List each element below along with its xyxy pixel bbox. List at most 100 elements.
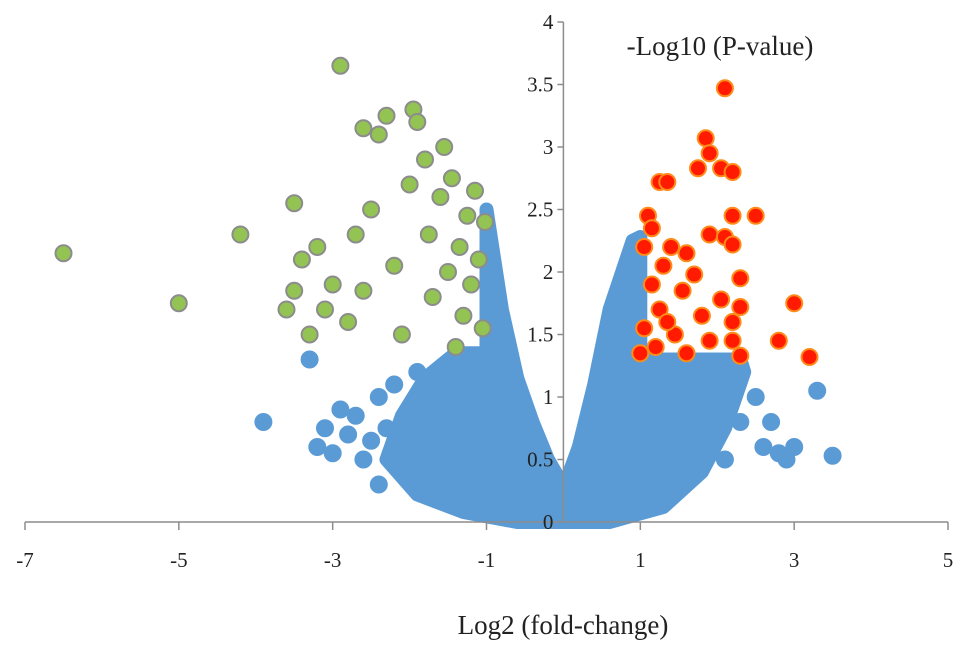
not-significant-point [423, 425, 442, 444]
not-significant-point [316, 419, 334, 438]
down-regulated-point [385, 256, 404, 275]
x-tick-label: -7 [16, 548, 34, 572]
not-significant-point [754, 438, 773, 456]
down-regulated-point [392, 325, 411, 344]
down-regulated-point [423, 288, 442, 306]
up-regulated-point [731, 269, 750, 288]
not-significant-point [808, 381, 827, 400]
down-regulated-point [354, 281, 373, 300]
down-regulated-point [416, 150, 434, 169]
not-significant-point [785, 438, 804, 456]
down-regulated-point [454, 306, 473, 325]
up-regulated-point [658, 173, 677, 191]
not-significant-point [346, 406, 365, 425]
up-regulated-point [685, 265, 704, 284]
y-axis-title: -Log10 (P-value) [627, 31, 814, 61]
not-significant-point [762, 413, 781, 431]
down-regulated-point [354, 119, 373, 138]
up-regulated-point [723, 331, 742, 350]
not-significant-point [339, 425, 358, 444]
not-significant-point [654, 400, 673, 419]
up-regulated-point [731, 298, 750, 316]
up-regulated-point [642, 219, 661, 238]
down-regulated-point [323, 275, 342, 294]
up-regulated-point [677, 244, 696, 263]
down-regulated-point [476, 213, 494, 231]
up-regulated-point [692, 306, 711, 325]
not-significant-point [300, 350, 319, 369]
down-regulated-point [462, 275, 481, 294]
down-regulated-point [54, 244, 73, 263]
not-significant-point [439, 469, 457, 488]
y-tick-label: 0 [543, 510, 554, 534]
not-significant-point [431, 388, 450, 406]
y-tick-label: 3 [543, 135, 554, 159]
down-regulated-point [400, 175, 419, 194]
up-regulated-point [700, 225, 719, 244]
y-tick-label: 2.5 [527, 198, 553, 222]
down-regulated-point [369, 125, 388, 144]
up-regulated-point [715, 79, 734, 98]
up-regulated-point [746, 206, 765, 225]
down-regulated-point [277, 300, 296, 319]
down-regulated-point [408, 113, 427, 131]
not-significant-point [400, 400, 419, 419]
down-regulated-point [231, 225, 250, 244]
x-tick-label: 5 [943, 548, 954, 572]
up-regulated-point [635, 238, 654, 256]
down-regulated-point [316, 300, 334, 319]
not-significant-point [746, 388, 765, 406]
up-regulated-point [677, 344, 696, 363]
y-tick-label: 0.5 [527, 448, 553, 472]
down-regulated-point [331, 56, 350, 75]
not-significant-point [608, 488, 627, 506]
not-significant-point [354, 450, 373, 469]
not-significant-point [254, 413, 273, 431]
x-axis-title: Log2 (fold-change) [458, 610, 669, 640]
not-significant-point [577, 506, 596, 525]
down-regulated-point [439, 263, 457, 281]
up-regulated-point [769, 331, 788, 350]
not-significant-point [500, 450, 519, 469]
down-regulated-point [339, 313, 358, 331]
x-axis-ticks: -7 -5 -3 -1 1 3 5 [16, 522, 953, 572]
not-significant-point [731, 413, 750, 431]
down-regulated-point [435, 138, 454, 156]
x-tick-label: -1 [478, 548, 496, 572]
not-significant-point [308, 438, 327, 456]
x-tick-label: -5 [170, 548, 188, 572]
up-regulated-point [642, 275, 661, 294]
down-regulated-point [300, 325, 319, 344]
not-significant-point [369, 475, 388, 494]
x-tick-label: 1 [635, 548, 646, 572]
not-significant-point [462, 375, 481, 394]
y-tick-label: 1 [543, 385, 554, 409]
not-significant-point [715, 450, 734, 469]
up-regulated-point [631, 344, 650, 363]
up-regulated-point [723, 313, 742, 331]
down-regulated-point [346, 225, 365, 244]
up-regulated-point [723, 163, 742, 181]
up-regulated-point [723, 206, 742, 225]
up-regulated-point [646, 338, 665, 356]
down-regulated-point [442, 169, 461, 188]
not-significant-point [416, 456, 434, 475]
down-regulated-point [450, 238, 469, 256]
down-regulated-point [169, 294, 188, 313]
up-regulated-point [712, 290, 731, 309]
not-significant-point [531, 506, 550, 525]
up-regulated-point [700, 144, 719, 163]
not-significant-point [623, 463, 642, 481]
not-significant-point [592, 500, 611, 519]
not-significant-point [516, 481, 534, 500]
y-tick-label: 1.5 [527, 323, 553, 347]
up-regulated-point [673, 281, 692, 300]
not-significant-point [369, 388, 388, 406]
not-significant-point [408, 363, 427, 381]
not-significant-point [323, 444, 342, 463]
not-significant-point [392, 444, 411, 463]
down-regulated-point [285, 281, 304, 300]
not-significant-point [362, 431, 381, 450]
not-significant-point [639, 438, 657, 456]
